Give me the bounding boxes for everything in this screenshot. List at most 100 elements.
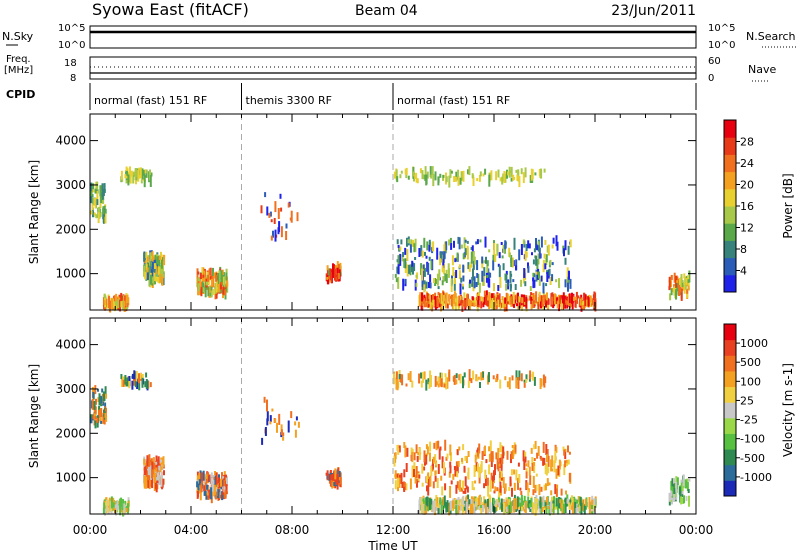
heatmap-cell bbox=[270, 219, 273, 223]
heatmap-cell bbox=[512, 450, 514, 459]
heatmap-cell bbox=[460, 300, 463, 305]
y-tick-label: 3000 bbox=[55, 178, 86, 192]
heatmap-cell bbox=[410, 266, 413, 273]
heatmap-cell bbox=[479, 382, 481, 388]
heatmap-cell bbox=[535, 484, 538, 491]
heatmap-cell bbox=[533, 462, 535, 467]
heatmap-cell bbox=[486, 498, 489, 507]
heatmap-cell bbox=[446, 453, 449, 459]
heatmap-cell bbox=[130, 170, 133, 177]
heatmap-cell bbox=[147, 256, 149, 262]
heatmap-cell bbox=[513, 501, 516, 513]
heatmap-cells bbox=[90, 369, 691, 517]
heatmap-cell bbox=[451, 500, 454, 509]
heatmap-cell bbox=[552, 294, 555, 302]
heatmap-cell bbox=[490, 472, 493, 481]
heatmap-cell bbox=[200, 480, 202, 485]
heatmap-cell bbox=[461, 457, 463, 462]
heatmap-cell bbox=[684, 479, 687, 489]
colorbar-frame bbox=[723, 323, 737, 497]
heatmap-cell bbox=[443, 383, 446, 388]
heatmap-cell bbox=[437, 383, 440, 388]
heatmap-cell bbox=[490, 451, 493, 462]
heatmap-cell bbox=[540, 456, 543, 461]
heatmap-cell bbox=[532, 278, 535, 289]
heatmap-cell bbox=[90, 182, 93, 194]
heatmap-cell bbox=[670, 274, 673, 280]
heatmap-cell bbox=[415, 177, 418, 183]
heatmap-cell bbox=[446, 500, 449, 513]
heatmap-cell bbox=[458, 374, 461, 381]
heatmap-cell bbox=[489, 303, 492, 309]
heatmap-cell bbox=[163, 255, 166, 266]
heatmap-cell bbox=[491, 451, 494, 463]
heatmap-cell bbox=[432, 500, 435, 513]
heatmap-cell bbox=[512, 291, 515, 304]
heatmap-cell bbox=[513, 237, 516, 250]
heatmap-cell bbox=[450, 278, 453, 287]
heatmap-cell bbox=[297, 421, 300, 428]
heatmap-cell bbox=[393, 171, 396, 179]
heatmap-cell bbox=[161, 483, 164, 488]
heatmap-cell bbox=[551, 274, 554, 282]
heatmap-cell bbox=[517, 292, 519, 303]
time-tick-label: 20:00 bbox=[578, 523, 613, 537]
heatmap-cell bbox=[469, 299, 471, 310]
heatmap-cell bbox=[412, 262, 414, 275]
heatmap-cell bbox=[151, 469, 154, 479]
heatmap-cell bbox=[213, 484, 216, 495]
heatmap-cell bbox=[483, 290, 486, 303]
heatmap-cell bbox=[537, 446, 540, 456]
heatmap-cell bbox=[147, 475, 149, 483]
heatmap-cell bbox=[153, 467, 156, 477]
heatmap-cell bbox=[401, 482, 404, 488]
heatmap-cell bbox=[404, 278, 407, 284]
heatmap-cell bbox=[101, 183, 104, 196]
heatmap-cell bbox=[144, 169, 147, 174]
heatmap-cell bbox=[157, 471, 160, 481]
heatmap-cell bbox=[668, 276, 671, 289]
heatmap-cell bbox=[156, 256, 159, 269]
heatmap-cell bbox=[101, 192, 104, 197]
heatmap-cell bbox=[425, 454, 428, 465]
heatmap-cell bbox=[448, 369, 451, 382]
heatmap-cell bbox=[554, 451, 557, 464]
heatmap-cell bbox=[568, 293, 571, 305]
heatmap-cell bbox=[484, 475, 487, 486]
heatmap-cell bbox=[214, 479, 217, 488]
heatmap-cell bbox=[467, 467, 470, 480]
heatmap-cell bbox=[274, 201, 277, 213]
heatmap-cell bbox=[532, 475, 535, 488]
heatmap-cell bbox=[294, 429, 297, 438]
heatmap-cell bbox=[465, 496, 468, 504]
heatmap-cell bbox=[502, 245, 505, 253]
heatmap-cell bbox=[593, 498, 596, 508]
heatmap-cell bbox=[439, 302, 442, 306]
heatmap-cell bbox=[91, 202, 94, 210]
colorbar: 1000 500 100 25 -25 -100 -500 -1000 Velocity [m … bbox=[723, 323, 795, 497]
heatmap-cell bbox=[123, 503, 126, 516]
heatmap-cell bbox=[419, 168, 422, 174]
freq-label: Freq. bbox=[6, 54, 31, 65]
heatmap-cell bbox=[208, 489, 211, 499]
y-axis-label: Slant Range [km] bbox=[27, 364, 41, 468]
heatmap-cell bbox=[542, 282, 545, 294]
heatmap-cell bbox=[564, 298, 566, 305]
heatmap-cell bbox=[420, 372, 422, 379]
heatmap-cell bbox=[481, 505, 484, 513]
heatmap-cell bbox=[156, 480, 159, 484]
heatmap-cell bbox=[325, 472, 328, 476]
heatmap-cell bbox=[206, 492, 209, 496]
heatmap-cell bbox=[266, 206, 269, 216]
heatmap-cell bbox=[542, 264, 545, 273]
heatmap-cell bbox=[434, 475, 437, 482]
heatmap-cell bbox=[139, 167, 142, 179]
heatmap-cell bbox=[564, 497, 567, 504]
heatmap-cell bbox=[507, 171, 510, 176]
heatmap-cell bbox=[668, 494, 671, 501]
heatmap-cell bbox=[489, 502, 492, 515]
y-tick-label: 1000 bbox=[55, 267, 86, 281]
heatmap-cell bbox=[510, 284, 512, 289]
nsearch-tick-low: 10^0 bbox=[708, 40, 735, 51]
heatmap-cell bbox=[448, 471, 451, 478]
